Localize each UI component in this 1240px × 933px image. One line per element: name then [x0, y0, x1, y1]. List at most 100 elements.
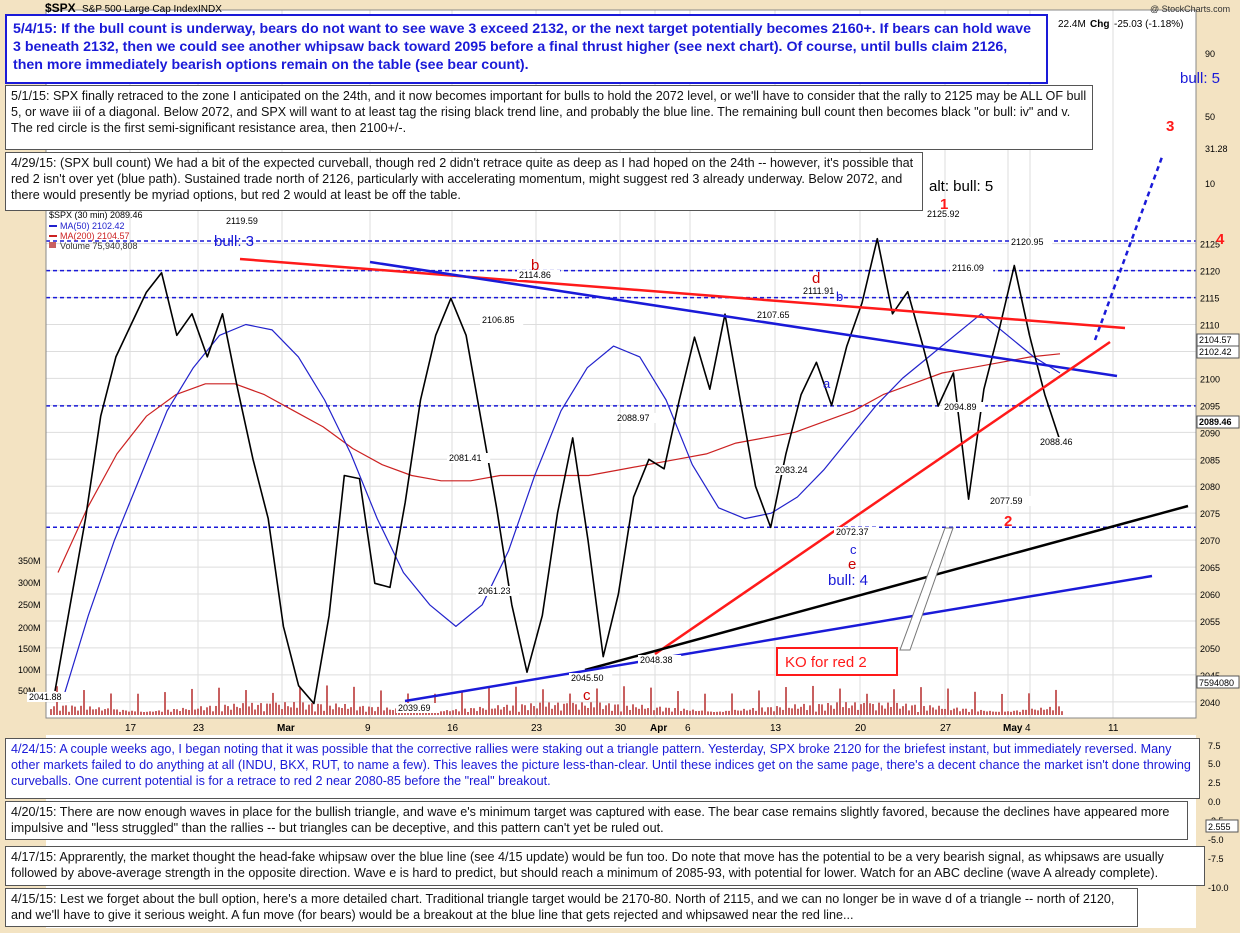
volume-bar [134, 711, 136, 715]
price-line [54, 237, 1061, 705]
price-annotation: 2114.86 [519, 270, 551, 280]
volume-bar [959, 711, 961, 715]
volume-bar [728, 710, 730, 715]
header-chg-label: Chg [1090, 19, 1109, 30]
volume-bar [260, 703, 262, 715]
lower-panel-tick-label: -10.0 [1208, 883, 1229, 893]
volume-bar [1019, 711, 1021, 715]
volume-bar [1049, 706, 1051, 715]
volume-bar [953, 708, 955, 715]
volume-bar [332, 709, 334, 715]
lower-panel-badge-label: 2.555 [1208, 822, 1231, 832]
label-c-red: c [583, 687, 591, 704]
volume-bar [1061, 711, 1063, 715]
volume-bar [374, 711, 376, 715]
trend-lines [239, 156, 1189, 703]
label-c-blue: c [850, 542, 857, 557]
volume-bar [443, 711, 445, 715]
price-annotation: 2039.69 [398, 703, 431, 713]
volume-bar [128, 711, 130, 715]
volume-bar [371, 707, 373, 715]
volume-bar [695, 711, 697, 715]
volume-bar [194, 709, 196, 715]
volume-bar [116, 709, 118, 715]
volume-bar [1001, 693, 1003, 715]
volume-bar [464, 708, 466, 715]
x-tick-label: May [1003, 723, 1023, 734]
volume-bar [68, 711, 70, 715]
lower-panel-tick-label: 2.5 [1208, 778, 1221, 788]
volume-bar [425, 711, 427, 715]
volume-bar [431, 711, 433, 715]
volume-bar [974, 691, 976, 715]
note-2015-05-01: 5/1/15: SPX finally retraced to the zone… [5, 85, 1093, 150]
volume-bar [602, 709, 604, 715]
volume-bar [200, 706, 202, 715]
price-annotation-bg [834, 527, 878, 537]
volume-bar [137, 693, 139, 715]
volume-bar [158, 710, 160, 715]
y-tick-label: 2090 [1200, 428, 1220, 438]
lower-panel-tick-label: 7.5 [1208, 741, 1221, 751]
price-annotations: 2119.59 2114.86 2106.85 2081.41 2061.23 2039.… [27, 209, 1082, 713]
volume-bar [530, 703, 532, 715]
volume-bar [761, 707, 763, 715]
lower-panel-tick-label: -5.0 [1208, 835, 1224, 845]
volume-bar [470, 708, 472, 715]
volume-bar [887, 702, 889, 715]
volume-bar [635, 707, 637, 715]
volume-bar [212, 711, 214, 715]
volume-bar [356, 710, 358, 715]
volume-bar [647, 708, 649, 715]
volume-bar [218, 687, 220, 715]
volume-bar [1034, 709, 1036, 715]
price-annotation-bg [27, 692, 71, 702]
volume-bar [767, 707, 769, 715]
price-annotation-bg [615, 413, 659, 423]
volume-bar [536, 708, 538, 715]
volume-bar [707, 711, 709, 715]
x-tick-label: 4 [1025, 723, 1031, 734]
volume-bar [773, 711, 775, 715]
note-2015-04-20: 4/20/15: There are now enough waves in p… [5, 801, 1188, 840]
x-tick-label: 13 [770, 723, 782, 734]
volume-bar [209, 705, 211, 715]
volume-bar [344, 704, 346, 715]
volume-bar [173, 708, 175, 715]
ma50-line [61, 313, 1061, 702]
volume-bar [473, 708, 475, 715]
volume-bar [875, 710, 877, 715]
legend-ma50: MA(50) 2102.42 [60, 221, 125, 231]
x-tick-label: 20 [855, 723, 867, 734]
volume-bar [932, 707, 934, 715]
volume-bar [857, 709, 859, 715]
volume-bar [53, 706, 55, 715]
y-tick-label: 2075 [1200, 509, 1220, 519]
volume-bar [878, 702, 880, 715]
volume-bar [965, 708, 967, 715]
volume-bar [557, 702, 559, 715]
volume-bar [809, 705, 811, 715]
series-lines [54, 237, 1061, 705]
volume-bar [746, 710, 748, 715]
volume-bar [998, 711, 1000, 715]
volume-bar [449, 711, 451, 715]
volume-bar [1028, 693, 1030, 715]
volume-bar [161, 711, 163, 715]
volume-bar [1040, 707, 1042, 715]
label-d-red: d [812, 270, 820, 287]
volume-bar [206, 707, 208, 715]
label-ko-red-2: KO for red 2 [785, 654, 867, 671]
volume-bar [518, 711, 520, 715]
volume-bar [215, 705, 217, 715]
note-2015-04-29: 4/29/15: (SPX bull count) We had a bit o… [5, 152, 923, 211]
header-volume-readout: 22.4M [1058, 19, 1086, 30]
volume-bar [1013, 710, 1015, 715]
price-annotation: 2045.50 [571, 673, 604, 683]
volume-bar [95, 709, 97, 715]
volume-bar [1031, 708, 1033, 715]
volume-bar [755, 710, 757, 715]
volume-bar [971, 709, 973, 715]
x-tick-label: 23 [193, 723, 205, 734]
volume-bar [527, 710, 529, 715]
